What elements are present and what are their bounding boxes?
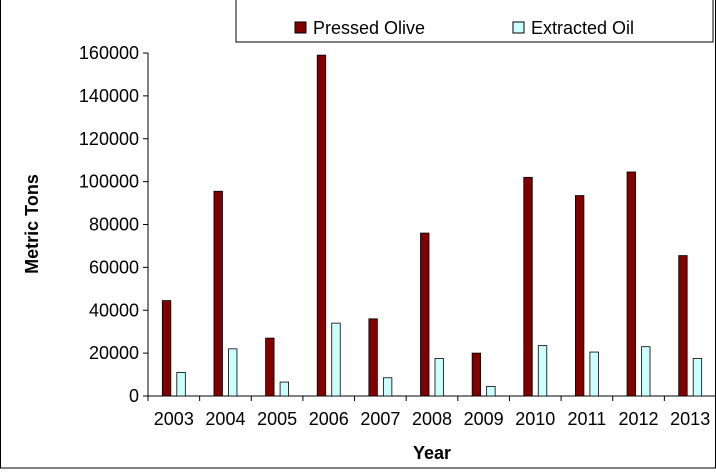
x-tick-label: 2007: [360, 409, 400, 429]
bar-pressed-olive: [471, 352, 482, 397]
bar-extracted-oil: [279, 381, 289, 397]
y-tick-label: 140000: [79, 86, 139, 106]
bar-extracted-oil: [589, 351, 599, 397]
legend-label-extracted-oil: Extracted Oil: [531, 18, 634, 38]
bar-extracted-oil: [228, 348, 238, 397]
legend-box: [235, 0, 714, 43]
y-axis-label: Metric Tons: [22, 174, 42, 274]
legend-swatch-extracted-oil: [512, 21, 525, 34]
y-tick-label: 40000: [89, 300, 139, 320]
bar-pressed-olive: [575, 195, 585, 397]
y-tick-label: 60000: [89, 257, 139, 277]
x-tick-label: 2006: [309, 409, 349, 429]
bar-extracted-oil: [692, 358, 703, 397]
bar-pressed-olive: [678, 255, 688, 397]
x-tick-label: 2013: [670, 409, 710, 429]
plot-area: 0 20000 40000 60000 80000 100000 120000 140000 1…: [79, 43, 716, 429]
bar-extracted-oil: [176, 372, 186, 397]
legend-swatch-pressed-olive: [294, 21, 307, 34]
legend: Pressed Olive Extracted Oil: [235, 0, 714, 43]
x-tick-label: 2009: [464, 409, 504, 429]
x-axis-label: Year: [413, 443, 451, 463]
y-tick-label: 20000: [89, 343, 139, 363]
bar-pressed-olive: [626, 171, 636, 397]
bar-pressed-olive: [161, 300, 172, 397]
x-tick-label: 2008: [412, 409, 452, 429]
legend-label-pressed-olive: Pressed Olive: [313, 18, 425, 38]
bar-extracted-oil: [537, 345, 548, 397]
bar-pressed-olive: [265, 337, 275, 397]
x-tick-label: 2012: [619, 409, 659, 429]
bar-pressed-olive: [368, 318, 378, 397]
bar-pressed-olive: [420, 232, 430, 397]
bar-pressed-olive: [316, 54, 327, 397]
bar-extracted-oil: [486, 385, 496, 397]
y-tick-label: 0: [129, 386, 139, 406]
y-tick-label: 80000: [89, 215, 139, 235]
x-tick-label: 2004: [205, 409, 245, 429]
y-tick-label: 120000: [79, 129, 139, 149]
x-tick-label: 2010: [515, 409, 555, 429]
x-tick-label: 2003: [154, 409, 194, 429]
x-tick-label: 2005: [257, 409, 297, 429]
bar-extracted-oil: [382, 377, 393, 397]
bar-pressed-olive: [523, 176, 533, 397]
bar-extracted-oil: [331, 322, 341, 397]
y-tick-label: 160000: [79, 43, 139, 63]
bar-pressed-olive: [213, 190, 223, 397]
bar-extracted-oil: [434, 358, 444, 397]
bar-extracted-oil: [641, 346, 651, 397]
x-tick-label: 2011: [568, 409, 607, 429]
y-tick-label: 100000: [79, 172, 139, 192]
